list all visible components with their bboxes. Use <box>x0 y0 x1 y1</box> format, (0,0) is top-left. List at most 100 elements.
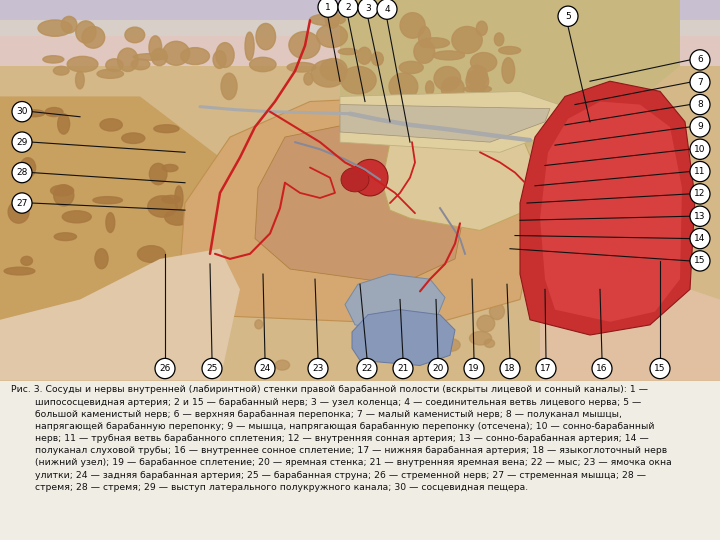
Circle shape <box>338 0 358 17</box>
Ellipse shape <box>4 267 35 275</box>
Ellipse shape <box>213 51 226 69</box>
Ellipse shape <box>216 43 234 68</box>
Ellipse shape <box>82 26 104 48</box>
Text: 5: 5 <box>565 12 571 21</box>
Ellipse shape <box>265 300 278 316</box>
Ellipse shape <box>245 32 254 60</box>
Text: Рис. 3. Сосуды и нервы внутренней (лабиринтной) стенки правой барабанной полости: Рис. 3. Сосуды и нервы внутренней (лабир… <box>11 386 672 492</box>
Ellipse shape <box>499 46 521 54</box>
Ellipse shape <box>149 163 167 185</box>
Text: 14: 14 <box>694 234 706 243</box>
Circle shape <box>12 102 32 122</box>
Text: 22: 22 <box>361 364 373 373</box>
Ellipse shape <box>477 21 487 36</box>
Ellipse shape <box>490 303 505 320</box>
Ellipse shape <box>106 213 114 233</box>
Circle shape <box>318 0 338 17</box>
Ellipse shape <box>117 48 138 71</box>
Polygon shape <box>0 0 720 21</box>
Ellipse shape <box>43 56 64 63</box>
Polygon shape <box>0 46 720 381</box>
Polygon shape <box>0 36 720 66</box>
Ellipse shape <box>400 62 423 73</box>
Ellipse shape <box>61 16 77 33</box>
Text: 9: 9 <box>697 123 703 131</box>
Ellipse shape <box>322 294 333 314</box>
Ellipse shape <box>175 186 183 210</box>
Text: 10: 10 <box>694 145 706 154</box>
Ellipse shape <box>502 58 515 83</box>
Ellipse shape <box>21 256 32 265</box>
Ellipse shape <box>8 201 29 223</box>
Ellipse shape <box>238 294 258 310</box>
Ellipse shape <box>100 119 122 131</box>
Ellipse shape <box>341 167 369 192</box>
Ellipse shape <box>76 71 84 89</box>
Text: 29: 29 <box>17 138 27 147</box>
Ellipse shape <box>389 73 418 100</box>
Ellipse shape <box>162 165 178 172</box>
Ellipse shape <box>45 107 63 117</box>
Polygon shape <box>340 0 680 147</box>
Ellipse shape <box>222 289 244 297</box>
Text: 6: 6 <box>697 56 703 64</box>
Ellipse shape <box>154 125 179 133</box>
Ellipse shape <box>250 57 276 72</box>
Circle shape <box>358 0 378 18</box>
Ellipse shape <box>162 195 181 204</box>
Ellipse shape <box>106 59 123 72</box>
Ellipse shape <box>386 331 400 351</box>
Ellipse shape <box>358 47 372 64</box>
Circle shape <box>690 72 710 92</box>
Ellipse shape <box>54 185 74 206</box>
Polygon shape <box>180 97 540 325</box>
Ellipse shape <box>356 335 369 354</box>
Circle shape <box>690 117 710 137</box>
Text: 30: 30 <box>17 107 28 116</box>
Ellipse shape <box>338 49 358 55</box>
Ellipse shape <box>50 185 73 196</box>
Text: 16: 16 <box>596 364 608 373</box>
Ellipse shape <box>452 26 482 53</box>
Circle shape <box>536 359 556 379</box>
Ellipse shape <box>76 21 96 43</box>
Ellipse shape <box>304 73 313 85</box>
Circle shape <box>12 193 32 213</box>
Polygon shape <box>0 97 240 381</box>
Circle shape <box>12 163 32 183</box>
Ellipse shape <box>466 70 489 93</box>
Circle shape <box>558 6 578 26</box>
Circle shape <box>393 359 413 379</box>
Ellipse shape <box>341 66 376 94</box>
Text: 23: 23 <box>312 364 324 373</box>
Text: 1: 1 <box>325 3 331 11</box>
Text: 12: 12 <box>694 190 706 198</box>
Circle shape <box>500 359 520 379</box>
Ellipse shape <box>125 27 145 43</box>
Ellipse shape <box>344 293 364 301</box>
Polygon shape <box>540 102 682 322</box>
Ellipse shape <box>434 66 461 91</box>
Circle shape <box>352 159 388 196</box>
Circle shape <box>690 139 710 159</box>
Text: 17: 17 <box>540 364 552 373</box>
Ellipse shape <box>325 10 340 28</box>
Text: 20: 20 <box>432 364 444 373</box>
Polygon shape <box>520 81 695 335</box>
Text: 27: 27 <box>17 199 27 207</box>
Ellipse shape <box>320 58 347 80</box>
Ellipse shape <box>148 196 177 217</box>
Circle shape <box>690 206 710 226</box>
Circle shape <box>690 94 710 114</box>
Ellipse shape <box>440 339 460 352</box>
Circle shape <box>690 251 710 271</box>
Ellipse shape <box>464 85 492 93</box>
Ellipse shape <box>275 360 289 370</box>
Ellipse shape <box>467 65 487 87</box>
Polygon shape <box>345 274 445 332</box>
Circle shape <box>357 359 377 379</box>
Text: 19: 19 <box>468 364 480 373</box>
Ellipse shape <box>62 211 91 223</box>
Ellipse shape <box>122 133 145 144</box>
Polygon shape <box>0 249 240 381</box>
